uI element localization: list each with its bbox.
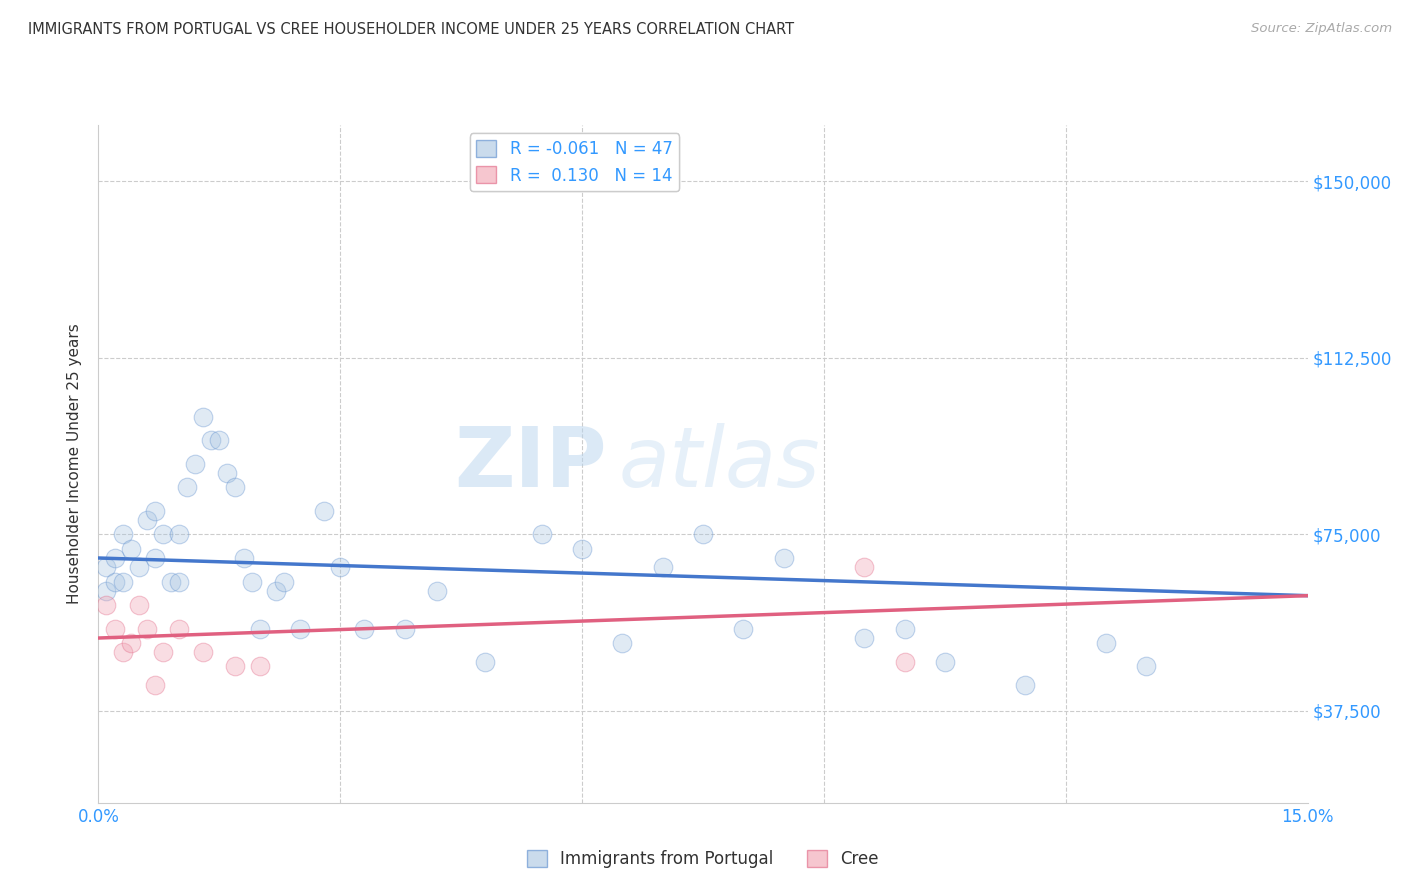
Point <box>152 527 174 541</box>
Point <box>96 598 118 612</box>
Point <box>193 645 215 659</box>
Point <box>111 574 134 589</box>
Point <box>96 560 118 574</box>
Point <box>474 655 496 669</box>
Point <box>167 574 190 589</box>
Point <box>772 551 794 566</box>
Legend: Immigrants from Portugal, Cree: Immigrants from Portugal, Cree <box>520 843 886 875</box>
Point <box>217 467 239 481</box>
Point <box>128 598 150 612</box>
Point <box>103 574 125 589</box>
Text: Source: ZipAtlas.com: Source: ZipAtlas.com <box>1251 22 1392 36</box>
Point <box>120 636 142 650</box>
Point <box>394 622 416 636</box>
Point <box>103 551 125 566</box>
Point <box>232 551 254 566</box>
Point <box>530 527 553 541</box>
Point <box>240 574 263 589</box>
Legend: R = -0.061   N = 47, R =  0.130   N = 14: R = -0.061 N = 47, R = 0.130 N = 14 <box>470 133 679 191</box>
Y-axis label: Householder Income Under 25 years: Householder Income Under 25 years <box>67 324 83 604</box>
Point <box>200 434 222 448</box>
Point <box>143 678 166 692</box>
Point <box>224 659 246 673</box>
Point <box>143 551 166 566</box>
Point <box>853 560 876 574</box>
Point <box>612 636 634 650</box>
Point <box>120 541 142 556</box>
Point <box>208 434 231 448</box>
Point <box>288 622 311 636</box>
Point <box>184 457 207 471</box>
Point <box>193 409 215 424</box>
Text: atlas: atlas <box>619 424 820 504</box>
Point <box>152 645 174 659</box>
Point <box>160 574 183 589</box>
Point <box>128 560 150 574</box>
Point <box>111 527 134 541</box>
Point <box>692 527 714 541</box>
Point <box>893 622 915 636</box>
Point <box>167 622 190 636</box>
Point <box>176 480 198 494</box>
Point <box>1014 678 1036 692</box>
Point <box>135 622 157 636</box>
Point <box>329 560 352 574</box>
Point <box>167 527 190 541</box>
Point <box>934 655 956 669</box>
Point <box>103 622 125 636</box>
Point <box>264 584 287 599</box>
Point <box>353 622 375 636</box>
Point <box>135 513 157 527</box>
Point <box>249 622 271 636</box>
Point <box>143 504 166 518</box>
Point <box>651 560 673 574</box>
Point <box>893 655 915 669</box>
Point <box>111 645 134 659</box>
Point <box>1095 636 1118 650</box>
Text: IMMIGRANTS FROM PORTUGAL VS CREE HOUSEHOLDER INCOME UNDER 25 YEARS CORRELATION C: IMMIGRANTS FROM PORTUGAL VS CREE HOUSEHO… <box>28 22 794 37</box>
Point <box>733 622 755 636</box>
Point <box>853 631 876 645</box>
Point <box>273 574 295 589</box>
Point <box>426 584 449 599</box>
Point <box>571 541 593 556</box>
Text: ZIP: ZIP <box>454 424 606 504</box>
Point <box>314 504 336 518</box>
Point <box>1135 659 1157 673</box>
Point <box>96 584 118 599</box>
Point <box>249 659 271 673</box>
Point <box>224 480 246 494</box>
